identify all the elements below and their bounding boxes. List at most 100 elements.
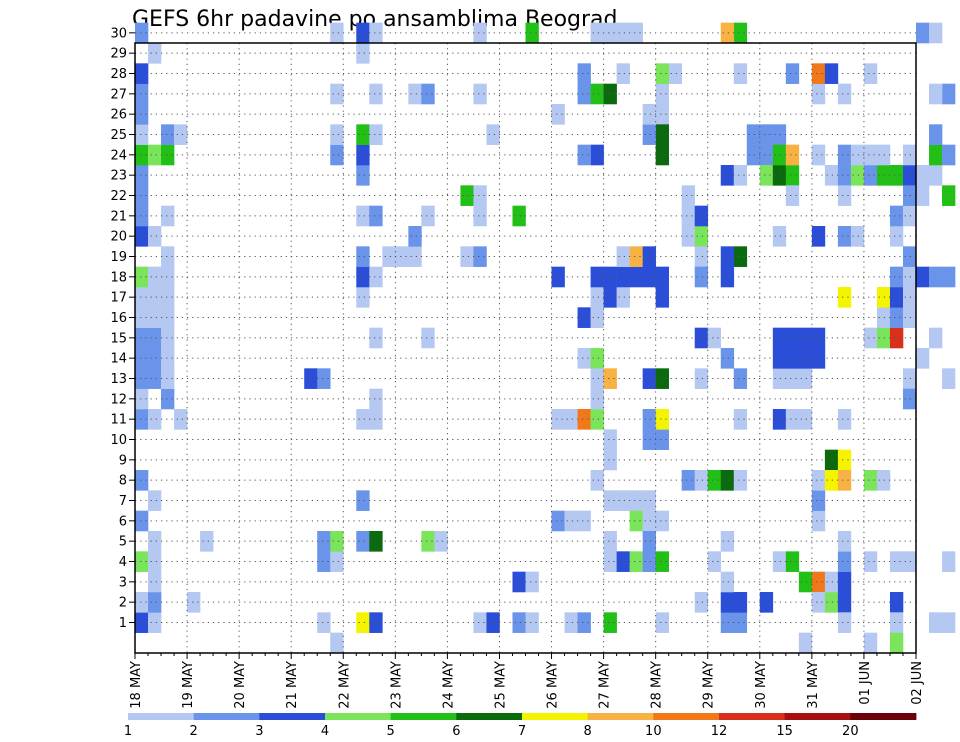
heatmap-cell [135,83,149,105]
heatmap-cell [811,510,826,532]
heatmap-cell [902,551,917,572]
heatmap-cell [655,287,669,308]
heatmap-cell [655,409,669,430]
heatmap-cell [369,205,383,227]
heatmap-cell [876,165,891,186]
heatmap-cell [707,470,722,491]
heatmap-cell [356,144,370,166]
heatmap-cell [135,22,149,44]
heatmap-cell [681,226,696,247]
heatmap-cell [473,22,487,44]
heatmap-cell [590,22,604,44]
heatmap-cell [369,409,383,430]
heatmap-cell [929,124,943,145]
y-tick-label: 4 [119,555,127,570]
heatmap-cell [889,165,904,186]
heatmap-cell [421,327,435,349]
heatmap-cell [148,226,162,247]
x-axis: 18 MAY 19 MAY 20 MAY 21 MAY 22 MAY 23 MAY 24 M… [129,653,925,709]
heatmap-cell [356,124,370,145]
heatmap-cell [824,165,839,186]
colorbar-label: 3 [255,724,263,739]
heatmap-cell [837,185,852,206]
heatmap-cell [694,266,709,288]
heatmap-cell [369,327,383,349]
heatmap-cell [811,470,826,491]
heatmap-cell [655,266,669,288]
heatmap-cell [720,165,735,186]
heatmap-cell [512,612,526,633]
colorbar-label: 10 [645,724,662,739]
y-tick-label: 13 [110,372,127,387]
heatmap-cell [161,307,175,328]
heatmap-cell [421,83,435,105]
heatmap-cell [772,409,787,430]
heatmap-cell [512,205,526,227]
heatmap-cell [473,83,487,105]
heatmap-cell [642,124,656,145]
heatmap-cell [629,22,643,44]
heatmap-cell [161,388,175,410]
heatmap-cell [525,571,539,593]
heatmap-cell [135,592,149,613]
colorbar-label: 20 [842,724,859,739]
heatmap-cell [694,327,709,349]
heatmap-cell [590,83,604,105]
heatmap-cell [929,144,943,166]
heatmap-cell [616,490,630,511]
y-tick-label: 17 [110,291,127,306]
heatmap-cell [577,348,591,369]
heatmap-cell [759,144,774,166]
heatmap-cell [135,63,149,84]
heatmap-cell [148,531,162,552]
heatmap-cell [837,571,852,593]
heatmap-cell [148,612,162,633]
heatmap-cell [616,246,630,267]
heatmap-cell [135,470,149,491]
heatmap-cell [655,83,669,105]
colorbar-swatch [193,713,260,720]
heatmap-cell [590,348,604,369]
heatmap-cell [616,63,630,84]
colorbar-swatch [325,713,392,720]
heatmap-cell [603,449,617,471]
x-tick-label: 18 MAY [129,661,144,709]
heatmap-cell [161,266,175,288]
heatmap-cell [720,470,735,491]
heatmap-cell [863,551,878,572]
heatmap-cell [590,388,604,410]
heatmap-cell [148,592,162,613]
heatmap-cell [174,124,188,145]
heatmap-cell [408,226,422,247]
heatmap-cell [330,531,344,552]
y-tick-label: 29 [110,47,127,62]
heatmap-cell [733,592,748,613]
heatmap-cell [603,551,617,572]
heatmap-cell [720,22,735,44]
heatmap-cell [603,612,617,633]
heatmap-cell [785,327,800,349]
heatmap-cell [655,63,669,84]
heatmap-cell [772,368,787,389]
heatmap-cell [369,124,383,145]
heatmap-cell [486,124,500,145]
heatmap-cell [642,531,656,552]
heatmap-cell [590,307,604,328]
heatmap-cell [811,83,826,105]
heatmap-cell [876,470,891,491]
heatmap-cell [889,612,904,633]
heatmap-cell [837,551,852,572]
heatmap-cell [369,83,383,105]
heatmap-cell [369,22,383,44]
heatmap-cell [681,470,696,491]
x-tick-label: 26 MAY [546,661,561,709]
heatmap-cell [733,470,748,491]
heatmap-cell [876,307,891,328]
heatmap-cell [161,124,175,145]
heatmap-cell [577,612,591,633]
heatmap-cell [772,551,787,572]
colorbar-swatch [784,713,851,720]
heatmap-cell [942,144,956,166]
heatmap-cell [850,144,865,166]
